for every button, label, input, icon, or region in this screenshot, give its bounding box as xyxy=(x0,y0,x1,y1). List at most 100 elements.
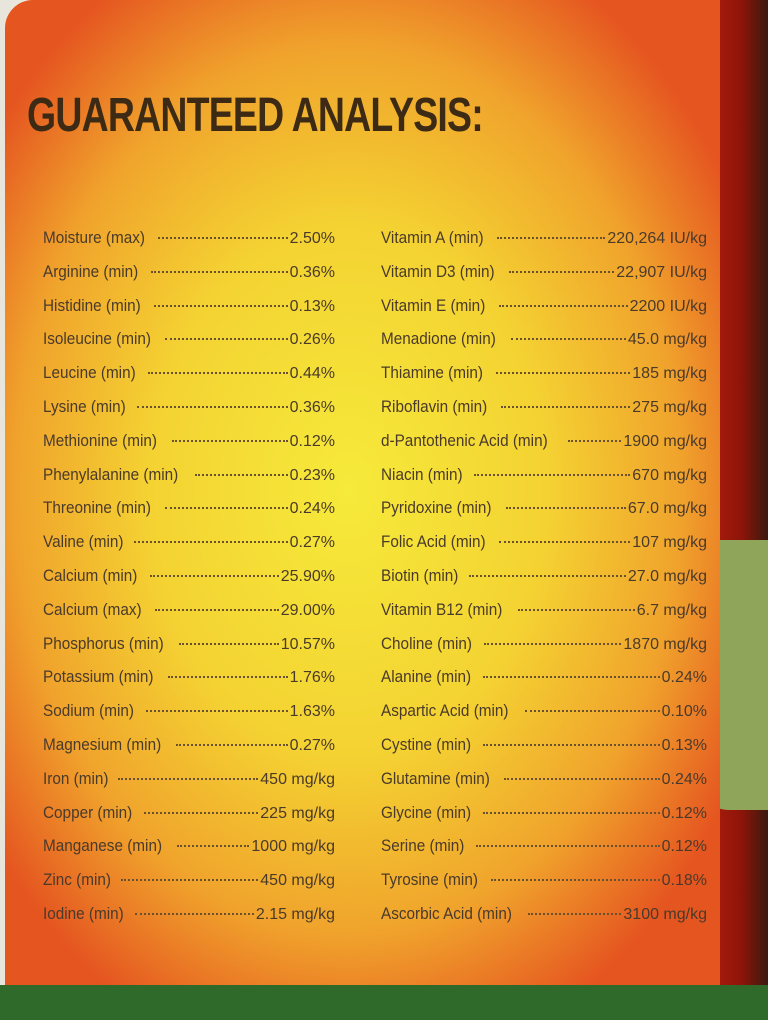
nutrient-name: Serine (min) xyxy=(381,836,465,856)
title: GUARANTEED ANALYSIS: xyxy=(27,89,484,142)
nutrient-name: Copper (min) xyxy=(43,802,133,822)
leader-dots xyxy=(167,676,288,679)
nutrient-row: Ascorbic Acid (min) 3100 mg/kg xyxy=(381,904,707,938)
nutrient-name: Cystine (min) xyxy=(381,734,472,754)
leader-dots xyxy=(158,237,288,239)
leader-dots xyxy=(483,811,660,814)
nutrient-value: 0.26% xyxy=(289,331,335,349)
nutrient-name: Lysine (min) xyxy=(43,396,126,416)
nutrient-row: Potassium (min) 1.76% xyxy=(43,667,335,701)
nutrient-name: Potassium (min) xyxy=(43,667,154,687)
nutrient-value: 220,264 IU/kg xyxy=(607,230,707,247)
nutrient-row: Lysine (min) 0.36% xyxy=(43,397,335,431)
nutrient-row: Menadione (min) 45.0 mg/kg xyxy=(381,329,707,363)
leader-dots xyxy=(153,304,288,307)
nutrient-name: Folic Acid (min) xyxy=(381,532,486,552)
leader-dots xyxy=(517,608,635,611)
nutrient-row: Pyridoxine (min) 67.0 mg/kg xyxy=(381,498,707,532)
nutrient-value: 0.23% xyxy=(289,466,335,484)
nutrient-row: Sodium (min) 1.63% xyxy=(43,701,335,735)
nutrient-name: Phosphorus (min) xyxy=(43,633,164,653)
leader-dots xyxy=(524,710,660,713)
nutrient-row: Moisture (max) 2.50% xyxy=(43,228,335,262)
nutrient-value: 0.18% xyxy=(661,872,707,890)
leader-dots xyxy=(468,574,626,577)
leader-dots xyxy=(501,405,631,408)
nutrient-name: Niacin (min) xyxy=(381,464,463,484)
leader-dots xyxy=(497,237,606,239)
nutrient-row: Cystine (min) 0.13% xyxy=(381,735,707,769)
nutrient-value: 0.27% xyxy=(289,534,335,552)
nutrient-value: 0.24% xyxy=(289,500,335,518)
nutrient-row: Zinc (min) 450 mg/kg xyxy=(43,870,335,904)
nutrient-name: Riboflavin (min) xyxy=(381,396,488,416)
right-column: Vitamin A (min) 220,264 IU/kg Vitamin D3 (… xyxy=(381,228,707,938)
nutrient-name: Moisture (max) xyxy=(43,228,146,247)
nutrient-row: Valine (min) 0.27% xyxy=(43,532,335,566)
nutrient-name: Pyridoxine (min) xyxy=(381,498,492,518)
nutrient-row: Arginine (min) 0.36% xyxy=(43,262,335,296)
leader-dots xyxy=(117,777,259,780)
nutrient-name: Iodine (min) xyxy=(43,903,124,923)
nutrient-name: Sodium (min) xyxy=(43,701,134,721)
nutrient-value: 225 mg/kg xyxy=(260,804,335,822)
nutrient-value: 45.0 mg/kg xyxy=(627,331,707,349)
floor xyxy=(0,985,768,1020)
nutrient-name: Menadione (min) xyxy=(381,329,496,349)
nutrient-row: Calcium (max) 29.00% xyxy=(43,600,335,634)
nutrient-name: Glycine (min) xyxy=(381,802,472,822)
leader-dots xyxy=(496,372,631,375)
nutrient-row: Histidine (min) 0.13% xyxy=(43,296,335,330)
nutrient-name: Methionine (min) xyxy=(43,430,157,450)
nutrient-name: Biotin (min) xyxy=(381,565,459,585)
nutrient-value: 0.24% xyxy=(661,669,707,687)
nutrient-name: Valine (min) xyxy=(43,532,124,552)
label: GUARANTEED ANALYSIS: Moisture (max) 2.50%… xyxy=(5,0,720,1020)
nutrient-value: 0.44% xyxy=(289,365,335,383)
nutrient-row: Biotin (min) 27.0 mg/kg xyxy=(381,566,707,600)
leader-dots xyxy=(165,507,288,510)
nutrient-row: Phenylalanine (min) 0.23% xyxy=(43,465,335,499)
leader-dots xyxy=(475,845,660,848)
nutrient-row: Choline (min) 1870 mg/kg xyxy=(381,634,707,668)
leader-dots xyxy=(150,270,288,273)
nutrient-name: Aspartic Acid (min) xyxy=(381,701,509,721)
nutrient-name: Phenylalanine (min) xyxy=(43,464,179,484)
nutrient-row: Riboflavin (min) 275 mg/kg xyxy=(381,397,707,431)
nutrient-row: Vitamin D3 (min) 22,907 IU/kg xyxy=(381,262,707,296)
nutrient-name: Alanine (min) xyxy=(381,667,472,687)
nutrient-name: Iron (min) xyxy=(43,768,109,788)
leader-dots xyxy=(148,372,288,375)
leader-dots xyxy=(505,507,626,510)
nutrient-name: Leucine (min) xyxy=(43,363,136,383)
leader-dots xyxy=(136,405,288,408)
leader-dots xyxy=(483,743,660,746)
nutrient-name: Glutamine (min) xyxy=(381,768,490,788)
nutrient-value: 29.00% xyxy=(280,601,335,619)
nutrient-value: 10.57% xyxy=(280,635,335,653)
leader-dots xyxy=(134,912,254,915)
nutrient-value: 1.63% xyxy=(289,703,335,721)
nutrient-value: 0.36% xyxy=(289,263,335,281)
nutrient-value: 27.0 mg/kg xyxy=(627,567,707,585)
nutrient-value: 670 mg/kg xyxy=(632,466,707,484)
nutrient-value: 0.36% xyxy=(289,398,335,416)
leader-dots xyxy=(149,574,279,577)
leader-dots xyxy=(120,879,259,882)
nutrient-row: Folic Acid (min) 107 mg/kg xyxy=(381,532,707,566)
nutrient-value: 1900 mg/kg xyxy=(623,432,707,450)
nutrient-row: Manganese (min) 1000 mg/kg xyxy=(43,836,335,870)
nutrient-value: 3100 mg/kg xyxy=(623,905,707,923)
nutrient-name: Vitamin A (min) xyxy=(381,228,484,247)
nutrient-value: 0.13% xyxy=(661,736,707,754)
nutrient-value: 6.7 mg/kg xyxy=(636,601,707,619)
nutrient-row: Methionine (min) 0.12% xyxy=(43,431,335,465)
nutrient-row: Iodine (min) 2.15 mg/kg xyxy=(43,904,335,938)
leader-dots xyxy=(176,743,288,746)
nutrient-row: Vitamin B12 (min) 6.7 mg/kg xyxy=(381,600,707,634)
leader-dots xyxy=(165,338,288,341)
nutrient-row: Vitamin E (min) 2200 IU/kg xyxy=(381,296,707,330)
nutrient-value: 1870 mg/kg xyxy=(623,635,707,653)
nutrient-row: Aspartic Acid (min) 0.10% xyxy=(381,701,707,735)
